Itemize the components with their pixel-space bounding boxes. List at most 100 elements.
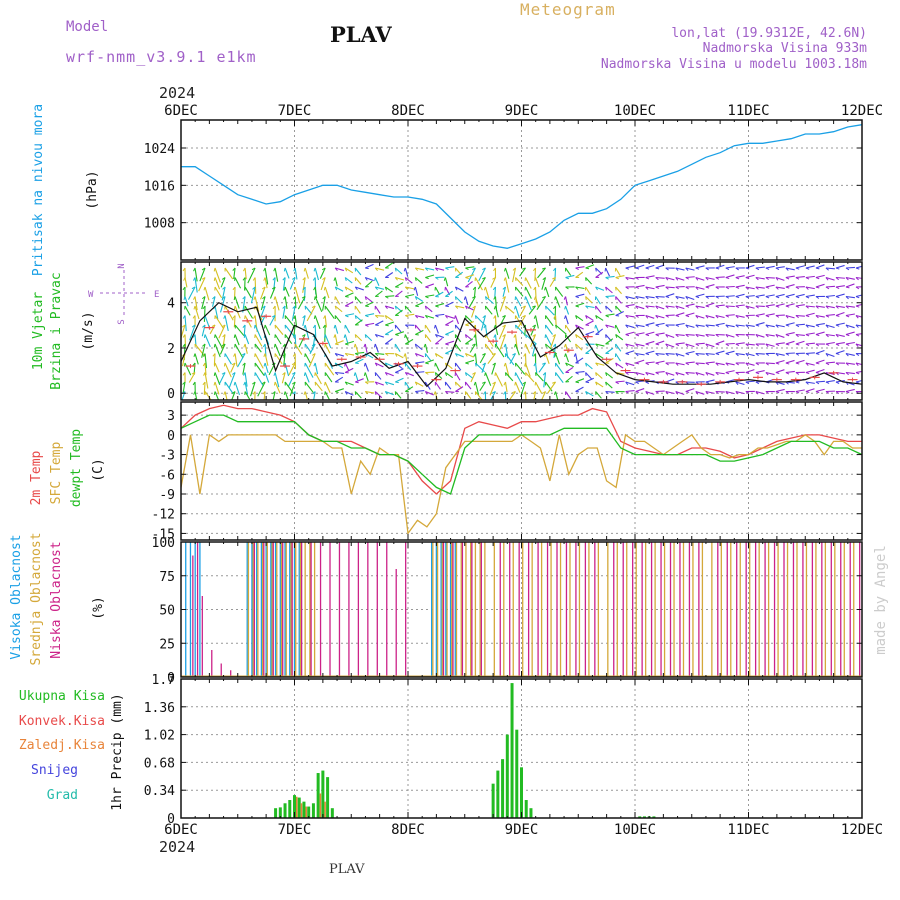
wind-arrow-head [202, 353, 206, 357]
wind-arrow [481, 362, 486, 373]
wind-arrow [795, 323, 805, 326]
precip-total-bar [288, 800, 292, 818]
temp-2m-label: 2m Temp [29, 450, 44, 505]
wind-arrow-head [223, 315, 226, 319]
wind-arrow-head [292, 334, 296, 338]
wind-arrow-head [775, 334, 779, 338]
wind-arrow-head [595, 372, 597, 377]
wind-arrow [595, 362, 605, 366]
wind-arrow [825, 294, 835, 298]
wind-arrow [355, 351, 365, 355]
wind-arrow-head [695, 324, 699, 328]
wind-arrow [405, 371, 414, 377]
wind-arrow-head [825, 315, 830, 318]
wind-arrow-head [264, 324, 266, 329]
wind-arrow-head [725, 305, 729, 309]
wind-arrow-head [585, 305, 589, 309]
wind-arrow-head [735, 353, 739, 357]
wind-arrow [224, 362, 232, 378]
wind-arrow [615, 324, 621, 334]
wind-arrow-head [745, 315, 750, 318]
wind-arrow [260, 286, 266, 300]
wind-arrow-head [735, 315, 739, 319]
wind-arrow-head [805, 286, 809, 290]
wind-arrow-head [825, 286, 830, 290]
wind-arrow-head [384, 362, 388, 367]
wind-arrow-head [385, 353, 389, 356]
wind-arrow-head [283, 286, 286, 291]
wind-arrow-head [532, 334, 536, 337]
wind-arrow [855, 314, 862, 318]
wind-arrow-head [434, 267, 439, 271]
wind-arrow-head [242, 362, 246, 366]
wind-arrow [354, 305, 361, 314]
wind-arrow-head [302, 277, 306, 281]
wind-arrow [374, 277, 380, 286]
wind-arrow [815, 350, 825, 355]
wind-arrow [541, 277, 547, 290]
temp-dew-label: dewpt Temp [69, 429, 84, 507]
wind-arrow-head [252, 381, 256, 385]
wind-arrow [465, 338, 473, 345]
wind-arrow-head [795, 391, 800, 394]
wind-arrow-head [384, 305, 388, 310]
wind-arrow [645, 314, 655, 319]
wind-arrow [665, 286, 675, 289]
wind-arrow-head [261, 305, 266, 309]
wind-arrow-head [705, 296, 709, 299]
wind-arrow-head [322, 277, 326, 281]
wind-arrow-head [735, 362, 739, 366]
wind-arrow [201, 343, 206, 358]
wind-arrow-head [575, 315, 578, 319]
wind-arrow [545, 334, 552, 347]
wind-arrow-head [685, 343, 689, 348]
wind-arrow-head [233, 296, 236, 301]
wind-arrow [334, 324, 339, 334]
wind-arrow [385, 390, 394, 396]
wind-arrow-head [745, 305, 749, 309]
wind-arrow [214, 286, 223, 299]
wind-arrow [435, 353, 444, 359]
wind-arrow [595, 296, 601, 305]
wind-arrow-head [855, 267, 860, 270]
wind-arrow [534, 277, 540, 288]
wind-arrow [745, 286, 755, 290]
wind-arrow-head [845, 286, 850, 289]
wind-arrow-head [493, 305, 496, 310]
wind-arrow-head [474, 315, 477, 320]
wind-arrow-head [503, 381, 506, 386]
wind-arrow-head [203, 372, 206, 376]
wind-arrow-head [213, 372, 216, 377]
precip-total-bar [501, 759, 505, 818]
precip-total-bar [515, 729, 519, 818]
wind-arrow [244, 334, 250, 345]
wind-arrow [685, 267, 695, 271]
wind-arrow-head [513, 334, 516, 338]
wind-arrow-head [312, 391, 316, 395]
y-tick-label: 1.36 [144, 701, 175, 716]
wind-arrow-head [344, 286, 348, 291]
wind-arrow-head [625, 277, 629, 281]
wind-arrow [815, 274, 825, 279]
wind-arrow [655, 284, 665, 288]
wind-arrow-head [435, 277, 439, 280]
wind-arrow-head [775, 286, 779, 290]
wind-arrow-head [445, 391, 449, 395]
wind-arrow [665, 390, 675, 395]
wind-arrow-head [575, 334, 578, 338]
wind-arrow-head [333, 324, 336, 329]
wind-arrow [288, 362, 296, 376]
wind-arrow [324, 305, 335, 319]
wind-arrow [795, 389, 805, 393]
wind-arrow [755, 390, 765, 395]
wind-arrow [445, 314, 455, 319]
wind-arrow [635, 264, 645, 269]
wind-arrow [314, 315, 321, 330]
wind-arrow [545, 305, 555, 316]
wind-arrow [468, 296, 476, 309]
wind-arrow-head [665, 324, 669, 328]
wind-arrow [635, 352, 645, 356]
wind-arrow [345, 381, 354, 386]
cloud-high-label: Visoka Oblacnost [9, 534, 24, 659]
wind-arrow-head [182, 381, 186, 385]
